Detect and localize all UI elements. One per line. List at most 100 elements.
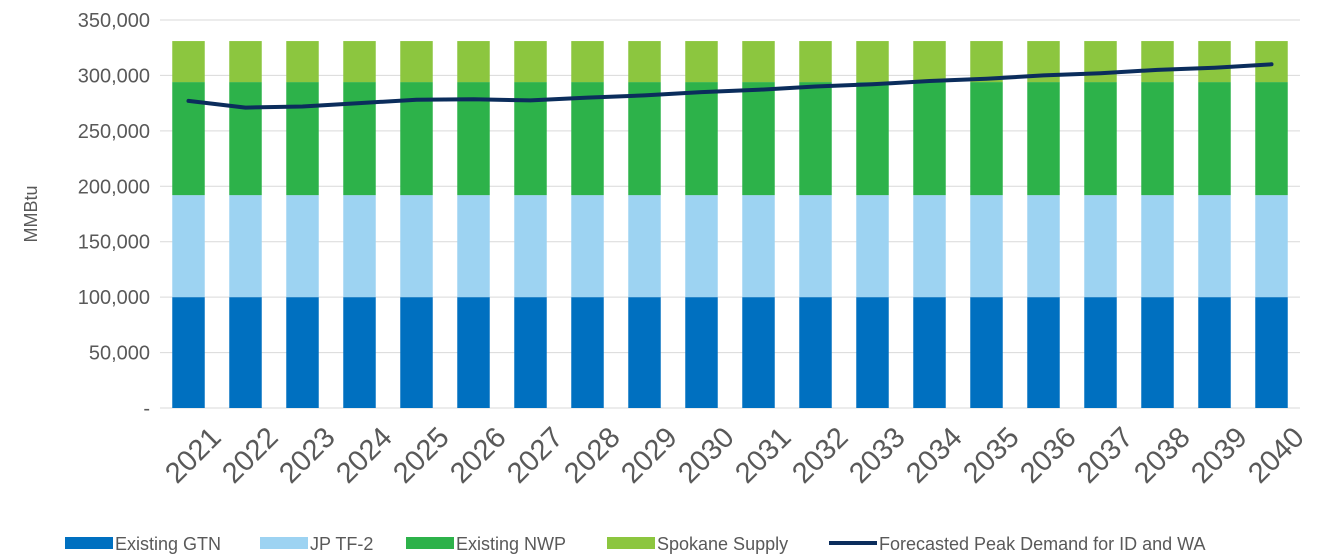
bar-segment bbox=[457, 297, 490, 408]
x-axis-tick-labels: 2021202220232024202520262027202820292030… bbox=[159, 421, 1310, 489]
x-tick-label: 2029 bbox=[615, 421, 683, 489]
legend-label: Existing GTN bbox=[115, 534, 221, 554]
bar-segment bbox=[970, 195, 1003, 298]
x-tick-label: 2031 bbox=[729, 421, 797, 489]
bar-segment bbox=[514, 41, 547, 83]
y-axis-title: MMBtu bbox=[21, 185, 41, 242]
bar-segment bbox=[970, 82, 1003, 196]
bar-segment bbox=[343, 297, 376, 408]
bar-segment bbox=[286, 297, 319, 408]
bar-segment bbox=[856, 41, 889, 83]
y-tick-label: 200,000 bbox=[78, 176, 150, 198]
bar-segment bbox=[1084, 82, 1117, 196]
bar-segment bbox=[913, 195, 946, 298]
bar-segment bbox=[1027, 195, 1060, 298]
bar-segment bbox=[742, 297, 775, 408]
bar-segment bbox=[1255, 41, 1288, 83]
bar-segment bbox=[685, 297, 718, 408]
bar-segment bbox=[229, 297, 262, 408]
bar-segment bbox=[913, 41, 946, 83]
bar-segment bbox=[1141, 195, 1174, 298]
bar-segment bbox=[1027, 82, 1060, 196]
bar-segment bbox=[1141, 41, 1174, 83]
legend-label: JP TF-2 bbox=[310, 534, 373, 554]
x-tick-label: 2035 bbox=[957, 421, 1025, 489]
legend-swatch bbox=[607, 537, 655, 549]
bar-segment bbox=[742, 82, 775, 196]
bar-segment bbox=[571, 195, 604, 298]
x-tick-label: 2025 bbox=[387, 421, 455, 489]
bar-segment bbox=[1084, 195, 1117, 298]
y-tick-label: 350,000 bbox=[78, 10, 150, 32]
y-axis-tick-labels: - 50,000 100,000 150,000 200,000 250,000 300,0… bbox=[78, 10, 150, 420]
bar-segment bbox=[1027, 297, 1060, 408]
y-tick-label: 150,000 bbox=[78, 232, 150, 254]
bar-segment bbox=[628, 195, 661, 298]
bar-segment bbox=[913, 82, 946, 196]
bar-segment bbox=[799, 41, 832, 83]
bar-segment bbox=[913, 297, 946, 408]
bar-segment bbox=[970, 41, 1003, 83]
bar-segment bbox=[400, 297, 433, 408]
bar-segment bbox=[1198, 297, 1231, 408]
bar-segment bbox=[343, 41, 376, 83]
bar-segment bbox=[742, 195, 775, 298]
bar-segment bbox=[343, 82, 376, 196]
bar-segment bbox=[400, 41, 433, 83]
x-tick-label: 2032 bbox=[786, 421, 854, 489]
bar-segment bbox=[856, 297, 889, 408]
bar-segment bbox=[286, 41, 319, 83]
legend: Existing GTN JP TF-2 Existing NWP Spokane S… bbox=[65, 534, 1205, 554]
bars bbox=[172, 41, 1288, 408]
legend-label: Spokane Supply bbox=[657, 534, 788, 554]
legend-swatch bbox=[406, 537, 454, 549]
legend-swatch bbox=[260, 537, 308, 549]
x-tick-label: 2037 bbox=[1071, 421, 1139, 489]
bar-segment bbox=[286, 82, 319, 196]
bar-segment bbox=[685, 41, 718, 83]
bar-segment bbox=[1141, 297, 1174, 408]
x-tick-label: 2033 bbox=[843, 421, 911, 489]
bar-segment bbox=[628, 41, 661, 83]
bar-segment bbox=[1084, 297, 1117, 408]
bar-segment bbox=[229, 195, 262, 298]
y-tick-label: 100,000 bbox=[78, 287, 150, 309]
x-tick-label: 2040 bbox=[1242, 421, 1310, 489]
x-tick-label: 2027 bbox=[501, 421, 569, 489]
bar-segment bbox=[571, 82, 604, 196]
bar-segment bbox=[1141, 82, 1174, 196]
bar-segment bbox=[685, 82, 718, 196]
bar-segment bbox=[172, 41, 205, 83]
bar-segment bbox=[172, 297, 205, 408]
bar-segment bbox=[628, 82, 661, 196]
bar-segment bbox=[799, 297, 832, 408]
x-tick-label: 2039 bbox=[1185, 421, 1253, 489]
x-tick-label: 2023 bbox=[273, 421, 341, 489]
bar-segment bbox=[343, 195, 376, 298]
x-tick-label: 2028 bbox=[558, 421, 626, 489]
bar-segment bbox=[400, 195, 433, 298]
bar-segment bbox=[1198, 82, 1231, 196]
legend-label: Existing NWP bbox=[456, 534, 566, 554]
bar-segment bbox=[1255, 297, 1288, 408]
x-tick-label: 2036 bbox=[1014, 421, 1082, 489]
bar-segment bbox=[172, 195, 205, 298]
demand-line bbox=[186, 62, 1274, 110]
legend-label: Forecasted Peak Demand for ID and WA bbox=[879, 534, 1205, 554]
bar-segment bbox=[856, 82, 889, 196]
bar-segment bbox=[229, 41, 262, 83]
bar-segment bbox=[1198, 195, 1231, 298]
bar-segment bbox=[799, 195, 832, 298]
bar-segment bbox=[685, 195, 718, 298]
bar-segment bbox=[1255, 82, 1288, 196]
y-tick-label: 250,000 bbox=[78, 121, 150, 143]
x-tick-label: 2022 bbox=[216, 421, 284, 489]
x-tick-label: 2038 bbox=[1128, 421, 1196, 489]
bar-segment bbox=[970, 297, 1003, 408]
bar-segment bbox=[1084, 41, 1117, 83]
legend-swatch bbox=[65, 537, 113, 549]
bar-segment bbox=[457, 195, 490, 298]
bar-segment bbox=[799, 82, 832, 196]
y-tick-label: - bbox=[143, 398, 150, 420]
